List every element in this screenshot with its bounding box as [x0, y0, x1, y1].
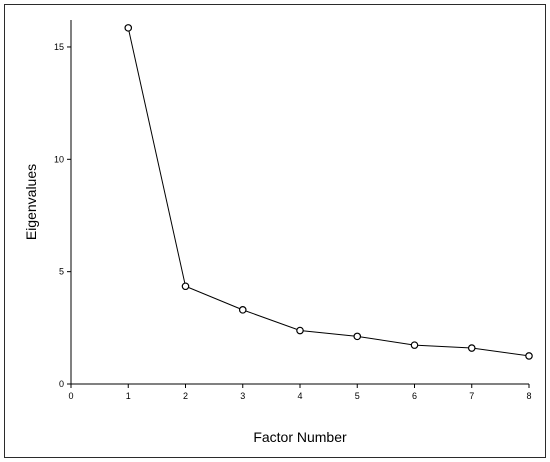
- x-tick-label: 6: [412, 391, 417, 401]
- x-tick-label: 0: [68, 391, 73, 401]
- y-tick-label: 10: [54, 154, 64, 164]
- data-point: [467, 344, 476, 352]
- data-point: [238, 306, 247, 314]
- y-tick-label: 0: [59, 379, 64, 389]
- data-point: [181, 282, 190, 291]
- x-tick-label: 8: [526, 391, 531, 401]
- y-ticks: 0 5 10 15: [54, 42, 71, 389]
- y-axis-title: Eigenvalues: [23, 164, 39, 240]
- x-tick-label: 1: [126, 391, 131, 401]
- data-point: [124, 24, 133, 32]
- x-tick-label: 4: [297, 391, 302, 401]
- y-tick-label: 15: [54, 42, 64, 52]
- data-point: [353, 332, 362, 341]
- x-ticks: 0 1 2 3 4 5 6 7 8: [68, 384, 532, 401]
- data-points: [124, 24, 533, 360]
- eigenvalue-line: [127, 27, 530, 357]
- data-point: [410, 341, 419, 349]
- x-tick-label: 2: [183, 391, 188, 401]
- data-point: [525, 352, 533, 360]
- x-tick-label: 7: [469, 391, 474, 401]
- chart-frame: [4, 4, 546, 458]
- y-tick-label: 5: [59, 267, 64, 277]
- x-tick-label: 3: [240, 391, 245, 401]
- x-tick-label: 5: [355, 391, 360, 401]
- x-axis-title: Factor Number: [253, 429, 347, 445]
- data-point: [296, 326, 304, 335]
